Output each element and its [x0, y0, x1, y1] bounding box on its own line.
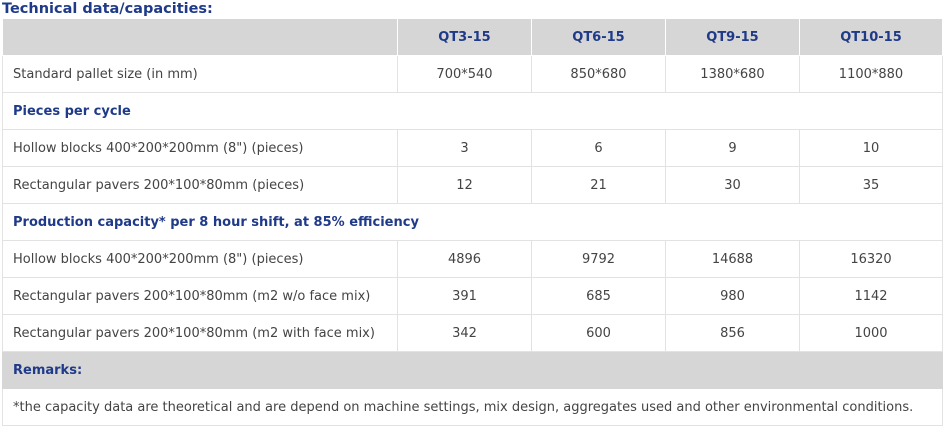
- remarks-heading: Remarks:: [2, 351, 943, 389]
- table-header-row: QT3-15 QT6-15 QT9-15 QT10-15: [2, 18, 943, 56]
- section-heading-pieces-per-cycle: Pieces per cycle: [2, 92, 943, 130]
- row-label: Hollow blocks 400*200*200mm (8") (pieces…: [2, 240, 398, 278]
- technical-data-table: QT3-15 QT6-15 QT9-15 QT10-15 Standard pa…: [2, 18, 943, 426]
- cell-value: 342: [397, 314, 532, 352]
- cell-value: 685: [531, 277, 666, 315]
- table-row: Rectangular pavers 200*100*80mm (m2 w/o …: [2, 277, 943, 315]
- cell-value: 16320: [799, 240, 943, 278]
- cell-value: 1000: [799, 314, 943, 352]
- row-label: Standard pallet size (in mm): [2, 55, 398, 93]
- remarks-note: *the capacity data are theoretical and a…: [2, 388, 943, 426]
- row-label: Rectangular pavers 200*100*80mm (m2 w/o …: [2, 277, 398, 315]
- table-row: Hollow blocks 400*200*200mm (8") (pieces…: [2, 240, 943, 278]
- cell-value: 3: [397, 129, 532, 167]
- column-header-qt3-15: QT3-15: [397, 18, 532, 56]
- cell-value: 30: [665, 166, 800, 204]
- cell-value: 391: [397, 277, 532, 315]
- cell-value: 1100*880: [799, 55, 943, 93]
- cell-value: 12: [397, 166, 532, 204]
- column-header-qt9-15: QT9-15: [665, 18, 800, 56]
- row-label: Hollow blocks 400*200*200mm (8") (pieces…: [2, 129, 398, 167]
- remarks-note-row: *the capacity data are theoretical and a…: [2, 388, 943, 426]
- cell-value: 14688: [665, 240, 800, 278]
- cell-value: 6: [531, 129, 666, 167]
- cell-value: 4896: [397, 240, 532, 278]
- table-row-pallet-size: Standard pallet size (in mm) 700*540 850…: [2, 55, 943, 93]
- cell-value: 700*540: [397, 55, 532, 93]
- remarks-heading-row: Remarks:: [2, 351, 943, 389]
- table-row: Rectangular pavers 200*100*80mm (m2 with…: [2, 314, 943, 352]
- cell-value: 1142: [799, 277, 943, 315]
- section-heading: Production capacity* per 8 hour shift, a…: [2, 203, 943, 241]
- section-heading-production-capacity: Production capacity* per 8 hour shift, a…: [2, 203, 943, 241]
- cell-value: 35: [799, 166, 943, 204]
- cell-value: 850*680: [531, 55, 666, 93]
- cell-value: 856: [665, 314, 800, 352]
- row-label: Rectangular pavers 200*100*80mm (m2 with…: [2, 314, 398, 352]
- cell-value: 980: [665, 277, 800, 315]
- table-row: Hollow blocks 400*200*200mm (8") (pieces…: [2, 129, 943, 167]
- column-header-qt10-15: QT10-15: [799, 18, 943, 56]
- column-header-qt6-15: QT6-15: [531, 18, 666, 56]
- cell-value: 9: [665, 129, 800, 167]
- header-empty-cell: [2, 18, 398, 56]
- row-label: Rectangular pavers 200*100*80mm (pieces): [2, 166, 398, 204]
- cell-value: 10: [799, 129, 943, 167]
- section-heading: Pieces per cycle: [2, 92, 943, 130]
- table-row: Rectangular pavers 200*100*80mm (pieces)…: [2, 166, 943, 204]
- cell-value: 21: [531, 166, 666, 204]
- cell-value: 1380*680: [665, 55, 800, 93]
- cell-value: 9792: [531, 240, 666, 278]
- cell-value: 600: [531, 314, 666, 352]
- page-title: Technical data/capacities:: [2, 1, 213, 17]
